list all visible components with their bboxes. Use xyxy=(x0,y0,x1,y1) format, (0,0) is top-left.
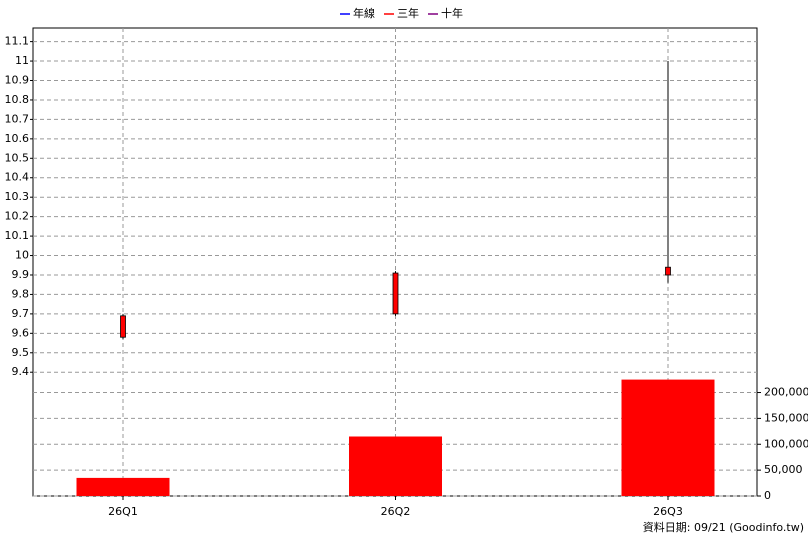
y-tick-label: 10.8 xyxy=(5,93,30,106)
y2-tick-label: 100,000 xyxy=(764,437,808,450)
y-tick-label: 10.7 xyxy=(5,112,30,125)
candle-body xyxy=(665,266,671,276)
legend-label: 三年 xyxy=(397,6,419,20)
y2-tick-label: 50,000 xyxy=(764,463,803,476)
y2-tick-label: 0 xyxy=(764,489,771,502)
y2-tick-label: 150,000 xyxy=(764,411,808,424)
volume-bar xyxy=(349,436,442,496)
y-tick-label: 10 xyxy=(15,249,29,262)
volume-bar xyxy=(621,379,715,496)
y-tick-label: 9.9 xyxy=(12,268,30,281)
y-tick-label: 9.7 xyxy=(12,307,30,320)
candle-body xyxy=(392,272,399,315)
y2-tick-label: 200,000 xyxy=(764,386,808,399)
x-tick-label: 26Q1 xyxy=(108,505,138,518)
x-tick-label: 26Q2 xyxy=(381,505,411,518)
footer: 資料日期: 09/21 (Goodinfo.tw) xyxy=(643,520,804,534)
y-tick-label: 9.5 xyxy=(12,346,30,359)
y-tick-label: 10.5 xyxy=(5,151,30,164)
y-tick-label: 9.6 xyxy=(12,326,30,339)
legend-label: 年線 xyxy=(353,6,375,20)
y-tick-label: 11.1 xyxy=(5,35,30,48)
y-tick-label: 10.3 xyxy=(5,190,30,203)
y-tick-label: 10.4 xyxy=(5,171,30,184)
y-tick-label: 11 xyxy=(15,54,29,67)
candle-body xyxy=(120,315,126,338)
y-tick-label: 9.4 xyxy=(12,365,30,378)
y-tick-label: 10.9 xyxy=(5,74,30,87)
y-tick-label: 10.6 xyxy=(5,132,30,145)
volume-bar xyxy=(76,477,170,496)
legend-label: 十年 xyxy=(441,6,463,20)
y-tick-label: 10.2 xyxy=(5,210,30,223)
x-tick-label: 26Q3 xyxy=(653,505,683,518)
y-tick-label: 9.8 xyxy=(12,287,30,300)
y-tick-label: 10.1 xyxy=(5,229,30,242)
